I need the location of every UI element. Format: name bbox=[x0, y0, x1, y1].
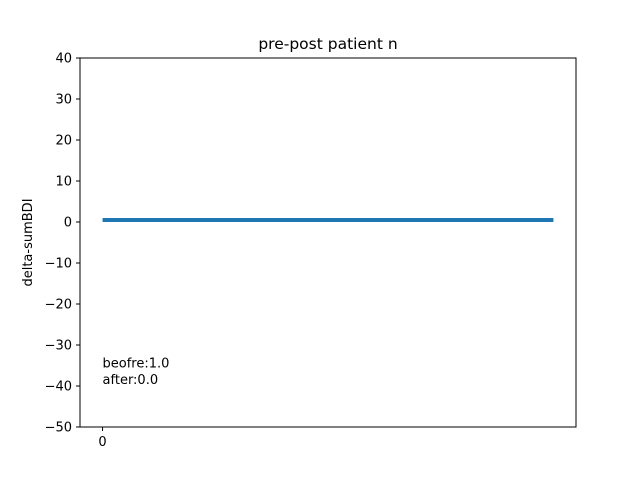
y-tick-label: −20 bbox=[45, 298, 72, 313]
y-tick-label: 40 bbox=[55, 52, 72, 67]
plot-frame bbox=[79, 57, 577, 428]
y-axis-label: delta-sumBDI bbox=[21, 198, 36, 286]
x-tick-label: 0 bbox=[98, 435, 106, 450]
y-tick-label: −50 bbox=[45, 421, 72, 436]
y-tick-label: −30 bbox=[45, 339, 72, 354]
chart-title: pre-post patient n bbox=[258, 35, 397, 53]
y-tick-label: −10 bbox=[45, 257, 72, 272]
y-tick-label: 0 bbox=[64, 216, 72, 231]
y-tick-label: 10 bbox=[55, 175, 72, 190]
y-tick-label: 30 bbox=[55, 93, 72, 108]
annotation-text: beofre:1.0 bbox=[103, 357, 170, 372]
x-axis: 0 bbox=[98, 427, 107, 450]
y-tick-label: −40 bbox=[45, 380, 72, 395]
y-axis: 40 30 20 10 0 −10 −20 −30 −40 −50 bbox=[45, 52, 80, 436]
y-tick-label: 20 bbox=[55, 134, 72, 149]
annotation-text: after:0.0 bbox=[103, 373, 159, 388]
